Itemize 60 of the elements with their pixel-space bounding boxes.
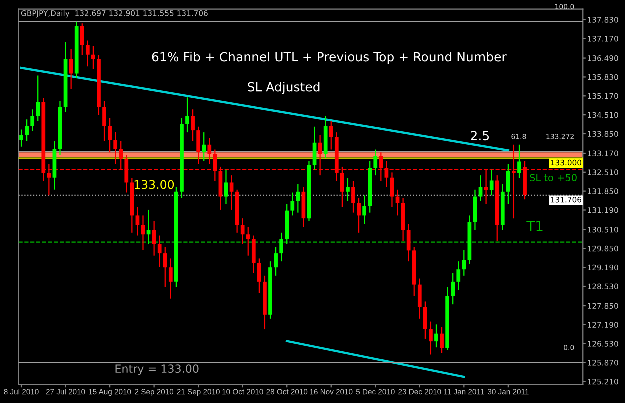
candlestick	[240, 218, 245, 245]
candlestick	[290, 192, 295, 216]
annotation: 61% Fib + Channel UTL + Previous Top + Round Number	[152, 52, 507, 64]
candlestick	[258, 258, 262, 294]
candlestick	[456, 261, 461, 291]
candlestick	[86, 40, 90, 68]
candlestick	[518, 144, 522, 179]
candlestick	[202, 132, 206, 162]
ref-line-label: SL to +50	[530, 174, 577, 182]
candlestick	[406, 224, 411, 262]
ref-line-label: T1	[526, 221, 543, 232]
candlestick	[102, 100, 106, 142]
candlestick	[186, 97, 190, 134]
candlestick	[114, 132, 118, 165]
candlestick	[208, 138, 212, 165]
annotation: SL Adjusted	[248, 82, 320, 94]
candlestick	[346, 178, 350, 202]
candlestick	[152, 220, 156, 256]
candlestick	[246, 226, 250, 256]
candlestick	[434, 324, 438, 348]
candlestick	[141, 215, 146, 251]
candlestick	[69, 48, 74, 90]
annotation: 133.00	[134, 180, 174, 190]
annotation: Entry = 133.00	[116, 364, 199, 376]
candlestick	[296, 184, 300, 214]
candlestick	[20, 129, 24, 148]
candlestick	[423, 301, 428, 340]
candlestick	[440, 326, 444, 354]
candlestick	[451, 272, 456, 306]
candlestick	[168, 258, 173, 300]
candlestick	[274, 246, 278, 276]
annotation: 2.5	[471, 131, 490, 141]
candlestick	[429, 321, 433, 356]
candlestick	[329, 120, 334, 150]
candlestick	[108, 118, 112, 154]
candlestick	[462, 250, 466, 276]
candlestick	[506, 164, 510, 205]
candlestick	[490, 169, 494, 196]
candlestick	[25, 119, 29, 142]
candlestick	[352, 180, 356, 214]
candlestick	[92, 46, 96, 70]
candlestick	[312, 126, 317, 170]
candlestick	[191, 109, 195, 142]
candlestick	[280, 232, 284, 262]
candlestick	[136, 206, 140, 236]
candlestick	[357, 198, 361, 234]
candlestick	[418, 278, 422, 320]
candlestick	[390, 172, 394, 208]
candlestick	[224, 169, 228, 205]
candlestick	[158, 235, 162, 268]
candlestick	[362, 195, 367, 225]
candlestick	[30, 109, 35, 132]
candlestick	[80, 23, 84, 56]
candlestick	[478, 175, 483, 202]
candlestick	[230, 175, 234, 211]
candlestick	[36, 75, 40, 122]
candlestick	[252, 235, 256, 274]
candlestick	[196, 126, 201, 165]
candlestick	[163, 246, 168, 288]
candlestick	[374, 149, 378, 176]
